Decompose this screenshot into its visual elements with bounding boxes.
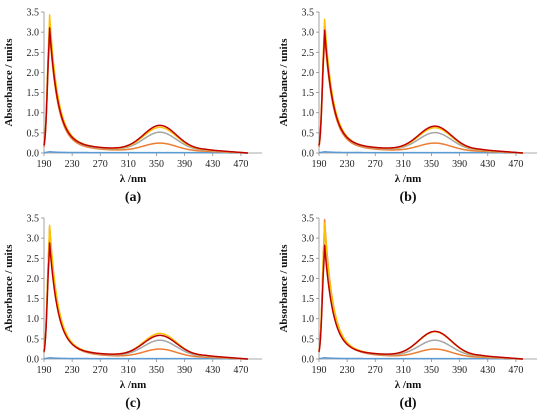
x-tick-label: 230 [340,365,355,376]
y-axis-title: Absorbance / units [278,38,290,127]
y-tick-label: 0.5 [302,128,315,139]
chart-svg: 0.0 0.5 1.0 1.5 2.0 2.5 3.0 3.5 190 230 270 310 350 3… [3,8,262,205]
y-tick-label: 2.0 [27,68,40,79]
y-axis-title: Absorbance / units [278,244,290,333]
series-line-5 [43,242,248,360]
y-tick-label: 3.0 [302,28,315,39]
chart-panel-b: 0.0 0.5 1.0 1.5 2.0 2.5 3.0 3.5 190 230 270 310 350 3… [275,0,550,208]
y-tick-label: 1.5 [27,88,40,99]
series-line-1 [318,150,523,154]
y-tick-label: 1.0 [302,108,315,119]
x-tick-label: 350 [424,159,439,170]
y-tick-label: 1.5 [302,294,315,305]
x-tick-label: 350 [149,365,164,376]
y-tick-label: 0.0 [27,355,40,366]
x-tick-label: 230 [340,159,355,170]
panel-caption: (b) [399,190,416,205]
y-tick-label: 2.5 [27,48,40,59]
x-tick-label: 470 [233,159,248,170]
y-tick-label: 0.0 [302,355,315,366]
y-tick-label: 1.0 [27,108,40,119]
x-tick-label: 190 [312,159,327,170]
x-tick-label: 390 [452,365,467,376]
x-tick-label: 310 [396,159,411,170]
x-tick-label: 470 [508,159,523,170]
x-tick-label: 390 [452,159,467,170]
x-tick-label: 390 [177,159,192,170]
x-axis-title: λ /nm [395,173,422,185]
x-tick-label: 190 [312,365,327,376]
y-tick-label: 3.5 [302,214,315,225]
y-tick-label: 0.5 [27,334,40,345]
y-tick-label: 0.0 [27,149,40,160]
x-tick-label: 270 [368,159,383,170]
chart-svg: 0.0 0.5 1.0 1.5 2.0 2.5 3.0 3.5 190 230 270 310 350 3… [278,8,537,205]
chart-svg: 0.0 0.5 1.0 1.5 2.0 2.5 3.0 3.5 190 230 270 310 350 3… [3,214,262,411]
x-tick-label: 390 [177,365,192,376]
panel-caption: (a) [125,190,142,205]
x-tick-label: 470 [233,365,248,376]
x-tick-label: 430 [205,159,220,170]
x-tick-label: 310 [121,159,136,170]
series-line-2 [43,225,248,360]
y-tick-label: 3.0 [302,234,315,245]
x-tick-label: 430 [205,365,220,376]
series-line-4 [43,224,248,360]
x-tick-label: 470 [508,365,523,376]
chart-svg: 0.0 0.5 1.0 1.5 2.0 2.5 3.0 3.5 190 230 270 310 350 3… [278,214,537,411]
y-tick-label: 1.0 [302,314,315,325]
x-tick-label: 350 [424,365,439,376]
y-tick-label: 0.5 [27,128,40,139]
panel-caption: (c) [125,396,141,411]
y-tick-label: 2.5 [27,254,40,265]
y-tick-label: 2.0 [302,274,315,285]
y-tick-label: 2.0 [27,274,40,285]
y-tick-label: 2.5 [302,254,315,265]
y-tick-label: 0.0 [302,149,315,160]
x-tick-label: 430 [480,365,495,376]
x-tick-label: 230 [65,365,80,376]
x-tick-label: 270 [93,365,108,376]
y-tick-label: 2.0 [302,68,315,79]
x-axis-title: λ /nm [120,379,147,391]
y-axis-title: Absorbance / units [3,244,15,333]
series-line-1 [318,356,523,360]
y-tick-label: 3.5 [302,8,315,19]
y-tick-label: 1.5 [27,294,40,305]
x-tick-label: 190 [37,159,52,170]
x-tick-label: 430 [480,159,495,170]
x-axis-title: λ /nm [120,173,147,185]
x-tick-label: 310 [396,365,411,376]
y-tick-label: 3.0 [27,28,40,39]
chart-panel-c: 0.0 0.5 1.0 1.5 2.0 2.5 3.0 3.5 190 230 270 310 350 3… [0,206,275,414]
chart-panel-d: 0.0 0.5 1.0 1.5 2.0 2.5 3.0 3.5 190 230 270 310 350 3… [275,206,550,414]
x-tick-label: 310 [121,365,136,376]
series-line-5 [318,244,523,360]
y-tick-label: 2.5 [302,48,315,59]
y-tick-label: 1.0 [27,314,40,325]
y-tick-label: 1.5 [302,88,315,99]
x-tick-label: 230 [65,159,80,170]
x-axis-title: λ /nm [395,379,422,391]
series-line-5 [43,27,248,154]
y-tick-label: 3.5 [27,214,40,225]
y-axis-title: Absorbance / units [3,38,15,127]
chart-panel-a: 0.0 0.5 1.0 1.5 2.0 2.5 3.0 3.5 190 230 270 310 350 3… [0,0,275,208]
panel-caption: (d) [399,396,416,411]
series-line-1 [43,150,248,154]
series-line-1 [43,356,248,360]
y-tick-label: 3.0 [27,234,40,245]
x-tick-label: 190 [37,365,52,376]
x-tick-label: 350 [149,159,164,170]
series-line-5 [318,29,523,154]
x-tick-label: 270 [368,365,383,376]
x-tick-label: 270 [93,159,108,170]
y-tick-label: 0.5 [302,334,315,345]
y-tick-label: 3.5 [27,8,40,19]
